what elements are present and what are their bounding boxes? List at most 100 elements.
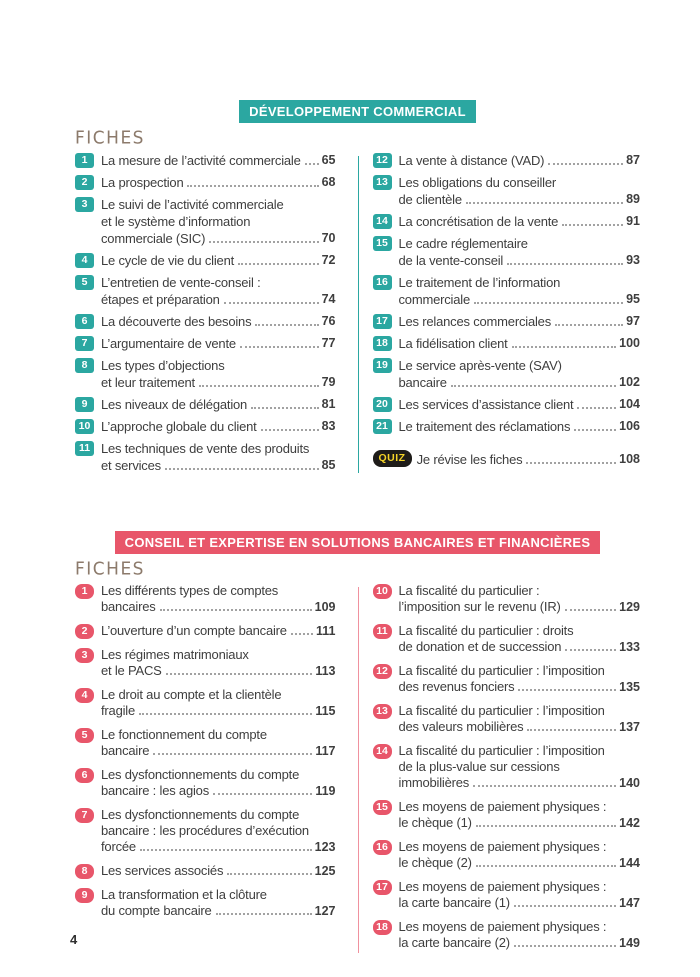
fiche-number-badge: 20 [372,397,392,412]
entry-line: La fiscalité du particulier : l’impositi… [398,663,605,678]
entry-last-line: l’imposition sur le revenu (IR) 129 [399,599,641,615]
entry-page-number: 142 [619,816,640,830]
entry-line: La concrétisation de la vente [398,214,559,229]
fiche-number-badge: 15 [372,800,392,815]
entry-last-line: commerciale 95 [399,291,641,308]
entry-last-line: et leur traitement 79 [101,374,336,391]
entry-page-number: 102 [619,375,640,389]
entry-last-line: Les relances commerciales 97 [399,313,641,330]
entry-page-number: 113 [315,664,336,678]
toc-entry: 9 La transformation et la clôture du compt… [75,887,336,919]
entry-line: et le système d’information [101,214,251,229]
entry-page-number: 129 [619,600,640,614]
entry-line: Les différents types de comptes [101,583,279,598]
fiche-number-badge: 10 [75,419,94,434]
entry-last-line: forcée 123 [101,839,336,855]
fiche-number-badge: 5 [75,275,94,290]
fiche-number-badge: 10 [372,584,392,599]
entry-line: le chèque (1) [398,815,472,830]
toc-entry: 4 Le droit au compte et la clientèle fragi… [75,687,336,719]
entry-text: La découverte des besoins 76 [101,313,336,330]
section-banner-row: CONSEIL ET EXPERTISE EN SOLUTIONS BANCAI… [75,531,640,554]
toc-entry: 18 Les moyens de paiement physiques : la c… [372,919,640,951]
entry-line: L’ouverture d’un compte bancaire [101,623,287,638]
entry-last-line: commerciale (SIC) 70 [101,230,336,247]
entry-line: Le cadre réglementaire [398,236,528,251]
fiche-number-badge: 16 [372,275,392,290]
entry-line: La fiscalité du particulier : [398,583,540,598]
entry-page-number: 106 [619,419,640,433]
dot-leader [513,945,617,947]
entry-page-number: 117 [315,744,336,758]
entry-line: bancaire : les agios [101,783,210,798]
fiche-number-badge: 16 [372,840,392,855]
entry-line: Le suivi de l’activité commerciale [101,197,284,212]
entry-line: La fidélisation client [398,336,508,351]
entry-text: La fiscalité du particulier : l’impositi… [399,743,641,791]
fiche-number-badge: 14 [372,744,392,759]
entry-last-line: La concrétisation de la vente 91 [399,213,641,230]
entry-page-number: 97 [626,314,640,328]
entry-line: de la vente-conseil [398,253,504,268]
entry-line: commerciale [398,292,471,307]
dot-leader [475,865,617,867]
entry-last-line: de donation et de succession 133 [399,639,641,655]
entry-page-number: 144 [619,856,640,870]
entry-text: Les moyens de paiement physiques : le chè… [399,799,641,831]
entry-page-number: 83 [321,419,336,433]
dot-leader [238,263,319,265]
fiche-number-badge: 2 [75,624,94,639]
fiche-number-badge: 1 [75,153,94,168]
entry-last-line: L’ouverture d’un compte bancaire 111 [101,623,336,639]
entry-page-number: 111 [316,624,336,638]
entry-page-number: 95 [626,292,640,306]
entry-line: et services [101,458,161,473]
entry-page-number: 119 [315,784,336,798]
entry-last-line: bancaire : les agios 119 [101,783,336,799]
dot-leader [555,324,624,326]
toc-entry: 16 Le traitement de l’information commerci… [372,274,641,308]
entry-line: de clientèle [398,192,463,207]
entry-page-number: 109 [314,600,336,614]
dot-leader [527,729,617,731]
toc-entry: 13 Les obligations du conseiller de client… [372,174,640,208]
toc-entry: 1 Les différents types de comptes bancaire… [75,583,336,615]
entry-text: Les dysfonctionnements du compte bancaire… [101,767,336,799]
entry-text: Les relances commerciales 97 [399,313,641,330]
entry-text: Les services d’assistance client 104 [399,396,641,413]
entry-last-line: et services 85 [101,457,336,474]
entry-line: Les dysfonctionnements du compte [101,807,300,822]
dot-leader [475,825,617,827]
column-divider [357,587,359,953]
entry-page-number: 140 [619,776,640,790]
entry-text: L’approche globale du client 83 [101,418,336,435]
dot-leader [198,385,319,387]
entry-last-line: et le PACS 113 [101,663,336,679]
toc-column: 1 La mesure de l’activité commerciale 65 2 L… [75,152,358,479]
fiche-number-badge: 19 [372,358,392,373]
quiz-badge: QUIZ [372,450,412,467]
entry-line: commerciale (SIC) [101,231,206,246]
entry-page-number: 76 [321,314,336,328]
entry-line: et le PACS [101,663,162,678]
entry-line: fragile [101,703,136,718]
entry-line: Le cycle de vie du client [101,253,235,268]
toc-column: 1 Les différents types de comptes bancaire… [75,583,358,959]
fiche-number-badge: 18 [372,336,392,351]
entry-line: des valeurs mobilières [398,719,524,734]
entry-last-line: de la vente-conseil 93 [399,252,641,269]
fiche-number-badge: 8 [75,358,94,373]
entry-last-line: bancaire 117 [101,743,336,759]
page-number: 4 [70,932,78,947]
dot-leader [473,785,617,787]
entry-text: L’entretien de vente-conseil : étapes et … [101,274,336,308]
fiche-number-badge: 12 [372,153,392,168]
entry-line: Les types d’objections [101,358,225,373]
entry-page-number: 87 [626,153,640,167]
quiz-label: Je révise les fiches [416,452,523,467]
entry-line: l’imposition sur le revenu (IR) [398,599,561,614]
dot-leader [290,633,314,635]
toc-entry: 11 La fiscalité du particulier : droits de… [372,623,641,655]
entry-line: Les obligations du conseiller [398,175,557,190]
dot-leader [304,163,319,165]
